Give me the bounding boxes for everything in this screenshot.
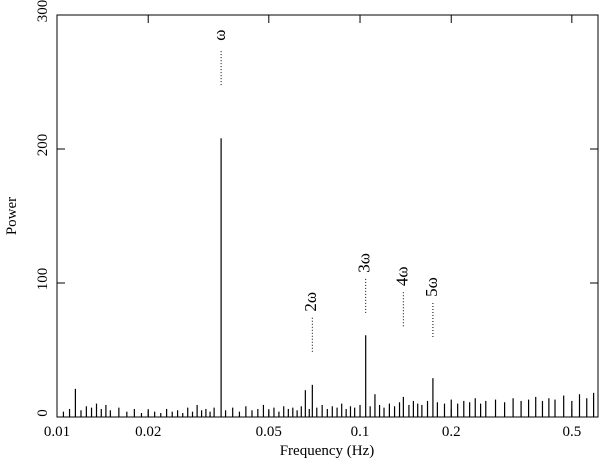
y-tick-label: 300 xyxy=(35,0,51,22)
plot-frame xyxy=(56,14,599,418)
annotation-label: 2ω xyxy=(301,292,320,312)
annotation-label: 4ω xyxy=(392,266,411,286)
x-tick-label: 0.5 xyxy=(562,424,581,440)
y-tick-label: 100 xyxy=(35,268,51,291)
annotation-label: 3ω xyxy=(355,253,374,273)
y-tick-label: 200 xyxy=(35,134,51,157)
x-tick-label: 0.05 xyxy=(256,424,282,440)
annotation-label: 5ω xyxy=(422,277,441,297)
x-tick-label: 0.2 xyxy=(442,424,461,440)
x-tick-label: 0.01 xyxy=(44,424,70,440)
y-tick-label: 0 xyxy=(35,409,51,417)
x-tick-label: 0.1 xyxy=(351,424,370,440)
x-axis-label: Frequency (Hz) xyxy=(280,443,375,459)
annotation-label: ω xyxy=(210,29,229,40)
x-tick-label: 0.02 xyxy=(135,424,161,440)
y-axis-label: Power xyxy=(4,197,20,235)
